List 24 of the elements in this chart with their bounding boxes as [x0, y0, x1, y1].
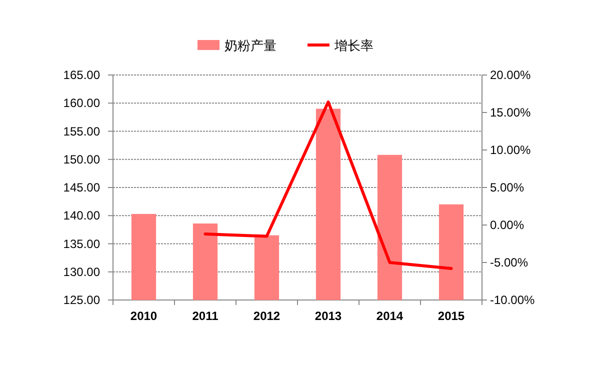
xtick: 2011: [192, 309, 218, 323]
xtick: 2014: [376, 309, 404, 323]
ytick: 165.00: [63, 68, 100, 82]
xtick: 2015: [438, 309, 465, 323]
xtick: 2012: [253, 309, 280, 323]
legend-label: 奶粉产量: [224, 38, 276, 53]
y2tick: 10.00%: [490, 143, 531, 157]
y2tick: 15.00%: [490, 106, 531, 120]
ytick: 160.00: [63, 96, 100, 110]
y2tick: -5.00%: [490, 256, 528, 270]
legend-label: 增长率: [334, 38, 374, 53]
y2tick: 20.00%: [490, 68, 531, 82]
ytick: 125.00: [63, 293, 100, 307]
ytick: 140.00: [63, 208, 100, 223]
y2tick: -10.00%: [490, 293, 535, 307]
y2tick: 0.00%: [490, 218, 524, 232]
ytick: 150.00: [63, 152, 100, 166]
ytick: 130.00: [63, 264, 100, 279]
y2tick: 5.00%: [490, 180, 524, 194]
xtick: 2013: [314, 309, 342, 323]
ytick: 145.00: [63, 180, 100, 194]
xtick: 2010: [130, 309, 158, 323]
ytick: 155.00: [63, 124, 100, 138]
ytick: 135.00: [63, 236, 100, 251]
